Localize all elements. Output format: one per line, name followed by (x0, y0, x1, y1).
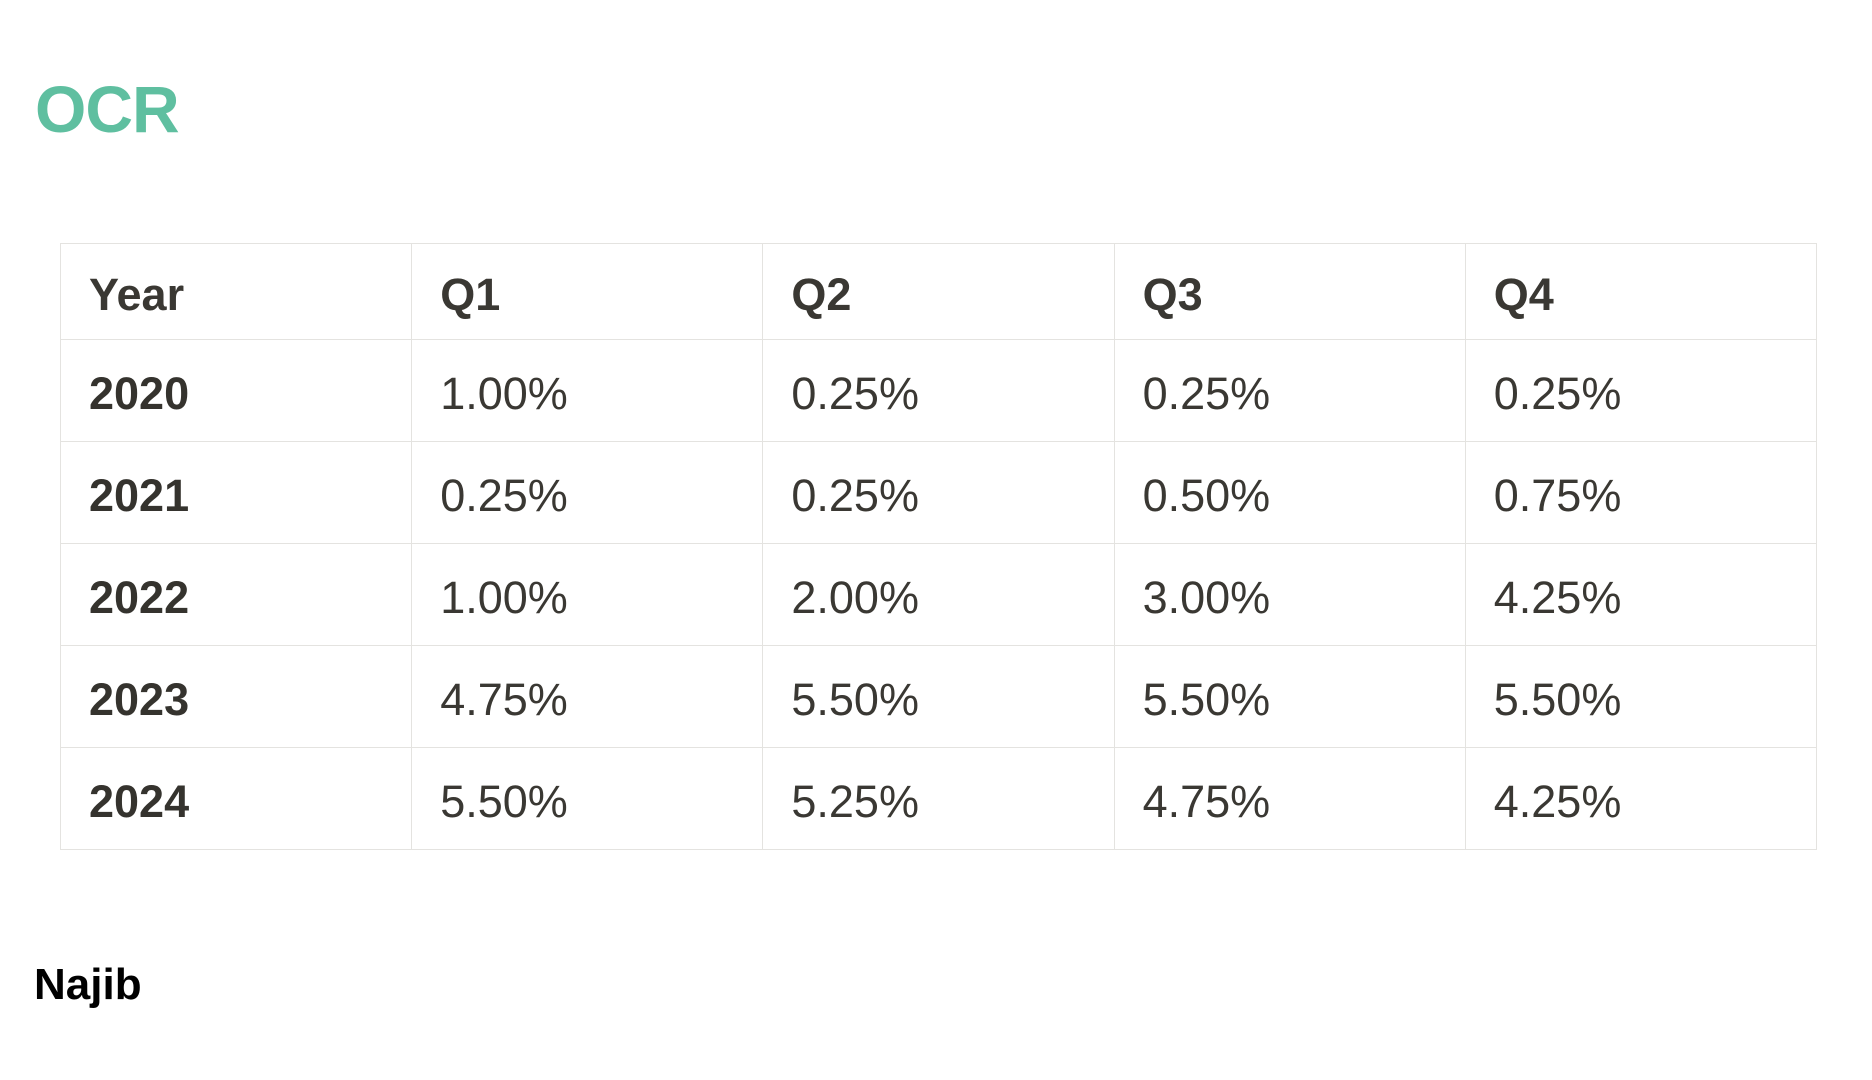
table-row-2020: 2020 1.00% 0.25% 0.25% 0.25% (59, 339, 1818, 442)
value-cell: 0.25% (1464, 339, 1818, 442)
column-header-q2: Q2 (762, 243, 1115, 340)
ocr-rates-table: Year Q1 Q2 Q3 Q4 2020 1.00% 0.25% 0.25% … (59, 243, 1818, 850)
column-header-year: Year (59, 243, 413, 340)
footer-author: Najib (34, 960, 142, 1009)
value-cell: 0.25% (411, 441, 764, 544)
column-header-q4: Q4 (1464, 243, 1818, 340)
value-cell: 2.00% (762, 543, 1115, 646)
value-cell: 4.25% (1464, 543, 1818, 646)
value-cell: 0.25% (762, 339, 1115, 442)
table-row-2024: 2024 5.50% 5.25% 4.75% 4.25% (59, 747, 1818, 850)
value-cell: 4.25% (1464, 747, 1818, 850)
year-cell: 2024 (59, 747, 413, 850)
column-header-q3: Q3 (1113, 243, 1466, 340)
year-cell: 2023 (59, 645, 413, 748)
value-cell: 0.25% (1113, 339, 1466, 442)
value-cell: 5.50% (411, 747, 764, 850)
value-cell: 5.50% (1464, 645, 1818, 748)
table-row-2022: 2022 1.00% 2.00% 3.00% 4.25% (59, 543, 1818, 646)
year-cell: 2021 (59, 441, 413, 544)
value-cell: 1.00% (411, 339, 764, 442)
value-cell: 0.25% (762, 441, 1115, 544)
value-cell: 5.50% (762, 645, 1115, 748)
table-header-row: Year Q1 Q2 Q3 Q4 (59, 243, 1818, 340)
year-cell: 2022 (59, 543, 413, 646)
value-cell: 5.25% (762, 747, 1115, 850)
page-title: OCR (35, 72, 180, 146)
value-cell: 0.75% (1464, 441, 1818, 544)
value-cell: 1.00% (411, 543, 764, 646)
value-cell: 5.50% (1113, 645, 1466, 748)
year-cell: 2020 (59, 339, 413, 442)
column-header-q1: Q1 (411, 243, 764, 340)
table-row-2021: 2021 0.25% 0.25% 0.50% 0.75% (59, 441, 1818, 544)
value-cell: 0.50% (1113, 441, 1466, 544)
value-cell: 3.00% (1113, 543, 1466, 646)
value-cell: 4.75% (411, 645, 764, 748)
table-row-2023: 2023 4.75% 5.50% 5.50% 5.50% (59, 645, 1818, 748)
value-cell: 4.75% (1113, 747, 1466, 850)
